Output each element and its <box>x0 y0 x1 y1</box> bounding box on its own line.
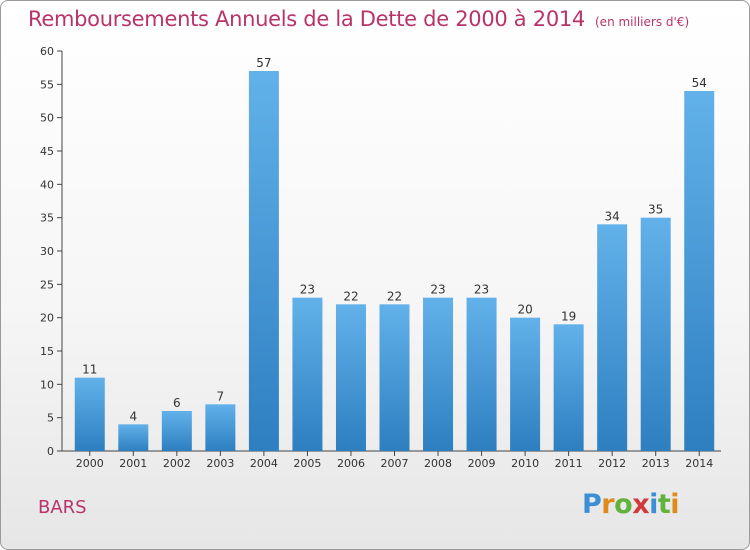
proxiti-logo: Proxiti <box>582 489 680 520</box>
data-label: 7 <box>217 389 225 403</box>
bar <box>597 224 628 451</box>
logo-letter: o <box>614 489 633 520</box>
chart-subtitle: (en milliers d'€) <box>595 15 690 29</box>
bar <box>292 297 323 451</box>
y-tick-label: 30 <box>40 245 54 258</box>
x-tick-label: 2014 <box>685 457 713 470</box>
bar <box>248 71 279 451</box>
bar <box>684 91 715 451</box>
bar <box>423 297 454 451</box>
chart-title-text: Remboursements Annuels de la Dette de 20… <box>28 7 585 31</box>
y-tick-label: 40 <box>40 178 54 191</box>
data-label: 54 <box>692 76 707 90</box>
logo-letter: P <box>582 489 602 520</box>
data-label: 22 <box>343 289 358 303</box>
y-tick-label: 0 <box>47 445 54 458</box>
data-label: 6 <box>173 396 181 410</box>
x-tick-label: 2002 <box>163 457 191 470</box>
town-name: BARS <box>38 497 87 518</box>
data-label: 35 <box>648 203 663 217</box>
data-label: 11 <box>82 363 97 377</box>
y-tick-label: 10 <box>40 378 54 391</box>
bar <box>161 411 192 451</box>
bar <box>510 317 541 451</box>
bar <box>466 297 497 451</box>
chart-title: Remboursements Annuels de la Dette de 20… <box>28 7 689 31</box>
data-label: 23 <box>474 283 489 297</box>
bar <box>379 304 410 451</box>
x-tick-label: 2011 <box>555 457 583 470</box>
logo-letter: r <box>601 489 615 520</box>
x-tick-label: 2007 <box>381 457 409 470</box>
data-label: 23 <box>430 283 445 297</box>
x-tick-label: 2012 <box>598 457 626 470</box>
y-tick-label: 55 <box>40 78 54 91</box>
y-tick-label: 45 <box>40 145 54 158</box>
y-tick-label: 15 <box>40 345 54 358</box>
x-tick-label: 2010 <box>511 457 539 470</box>
y-tick-label: 35 <box>40 212 54 225</box>
x-tick-label: 2003 <box>206 457 234 470</box>
x-tick-label: 2000 <box>76 457 104 470</box>
x-tick-label: 2004 <box>250 457 278 470</box>
x-tick-label: 2005 <box>293 457 321 470</box>
logo-letter: t <box>657 489 671 520</box>
data-label: 34 <box>605 209 620 223</box>
logo-letter: x <box>632 489 650 520</box>
y-tick-label: 20 <box>40 312 54 325</box>
data-label: 57 <box>256 56 271 70</box>
logo-letter: i <box>649 489 658 520</box>
bar <box>205 404 236 451</box>
y-tick-label: 5 <box>47 412 54 425</box>
bar <box>640 217 671 451</box>
data-label: 19 <box>561 309 576 323</box>
x-tick-label: 2001 <box>119 457 147 470</box>
y-tick-label: 25 <box>40 278 54 291</box>
data-label: 22 <box>387 289 402 303</box>
logo-letter: i <box>670 489 680 520</box>
bar <box>553 324 584 451</box>
bar <box>74 377 105 451</box>
y-tick-label: 60 <box>40 45 54 58</box>
data-label: 23 <box>300 283 315 297</box>
y-tick-label: 50 <box>40 112 54 125</box>
data-label: 20 <box>517 303 532 317</box>
x-tick-label: 2008 <box>424 457 452 470</box>
bar <box>118 424 149 451</box>
data-label: 4 <box>129 409 137 423</box>
x-tick-label: 2009 <box>468 457 496 470</box>
x-tick-label: 2006 <box>337 457 365 470</box>
x-tick-label: 2013 <box>642 457 670 470</box>
bar <box>335 304 366 451</box>
